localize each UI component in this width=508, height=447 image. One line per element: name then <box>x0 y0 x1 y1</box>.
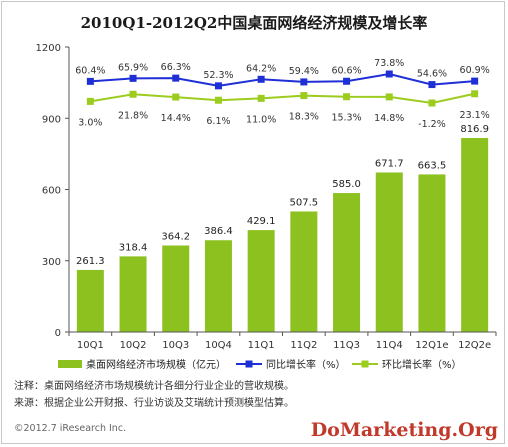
yoy-rate-value-label: 60.9% <box>460 65 490 76</box>
bar-series: 261.3 318.4 364.2 386.4 429.1 507.5 585.0 671.7… <box>76 124 489 332</box>
qoq-rate-value-label: 6.1% <box>206 116 230 127</box>
bar <box>119 256 147 332</box>
bar <box>247 230 275 332</box>
qoq-rate-marker <box>343 93 351 101</box>
qoq-rate-value-label: -1.2% <box>418 119 446 130</box>
qoq-rate-value-label: 11.0% <box>246 114 276 125</box>
x-tick-label: 10Q3 <box>162 340 189 351</box>
bar-value-label: 671.7 <box>375 158 404 169</box>
qoq-rate-marker <box>214 96 222 104</box>
qoq-rate-value-label: 3.0% <box>78 117 102 128</box>
yoy-rate-value-label: 64.2% <box>246 63 276 74</box>
x-tick-label: 10Q4 <box>205 340 232 351</box>
y-axis: 0 300 600 900 1200 <box>36 43 70 339</box>
x-tick-label: 12Q1e <box>415 340 448 351</box>
legend-swatch-bar <box>58 360 82 368</box>
legend-label-qoq: 环比增长率（%） <box>382 358 462 371</box>
qoq-rate-marker <box>172 93 180 101</box>
bar <box>333 193 361 332</box>
legend-label-yoy: 同比增长率（%） <box>266 358 346 371</box>
chart-title: 2010Q1-2012Q2中国桌面网络经济规模及增长率 <box>81 14 428 32</box>
x-tick-label: 12Q2e <box>458 340 491 351</box>
bar-value-label: 585.0 <box>332 179 361 190</box>
qoq-rate-marker <box>428 99 436 107</box>
bar-value-label: 318.4 <box>119 242 148 253</box>
bar <box>204 240 232 332</box>
x-tick-label: 11Q2 <box>290 340 317 351</box>
y-tick-label: 1200 <box>36 43 61 54</box>
yoy-rate-value-label: 60.4% <box>75 65 105 76</box>
qoq-rate-marker <box>86 97 94 105</box>
legend-label-bar: 桌面网络经济市场规模（亿元） <box>86 358 226 371</box>
yoy-rate-marker <box>257 75 265 83</box>
legend: 桌面网络经济市场规模（亿元） 同比增长率（%） 环比增长率（%） <box>58 358 462 371</box>
yoy-rate-marker <box>86 77 94 85</box>
yoy-rate-value-label: 60.6% <box>331 65 361 76</box>
y-tick-label: 0 <box>55 328 61 339</box>
qoq-rate-value-label: 18.3% <box>289 112 319 123</box>
qoq-rate-marker <box>129 90 137 98</box>
bar-value-label: 663.5 <box>418 160 447 171</box>
qoq-rate-marker <box>471 90 479 98</box>
bar-value-label: 816.9 <box>460 124 489 135</box>
x-tick-label: 11Q1 <box>248 340 275 351</box>
bar <box>290 211 318 332</box>
qoq-rate-marker <box>385 93 393 101</box>
yoy-rate-value-label: 54.6% <box>417 69 447 80</box>
bar-value-label: 507.5 <box>290 197 319 208</box>
yoy-rate-marker <box>471 77 479 85</box>
qoq-rate-value-label: 23.1% <box>460 110 490 121</box>
qoq-rate-line <box>90 92 475 105</box>
x-tick-label: 10Q2 <box>120 340 147 351</box>
y-tick-label: 600 <box>42 186 61 197</box>
line-series: 60.4% 65.9% 66.3% 52.3% 64.2% 59.4% 60.6% 73.8%… <box>75 58 489 130</box>
yoy-rate-value-label: 59.4% <box>289 66 319 77</box>
yoy-rate-value-label: 73.8% <box>374 58 404 69</box>
bar <box>461 137 489 332</box>
legend-marker-yoy <box>245 360 253 368</box>
bar-value-label: 364.2 <box>161 232 190 243</box>
yoy-rate-line <box>90 72 475 87</box>
x-tick-label: 11Q4 <box>376 340 403 351</box>
note-text: 注释：桌面网络经济市场规模统计各细分行业企业的营收规模。 <box>14 379 294 392</box>
qoq-rate-value-label: 21.8% <box>118 110 148 121</box>
bar-value-label: 429.1 <box>247 216 276 227</box>
bar-value-label: 386.4 <box>204 226 233 237</box>
yoy-rate-marker <box>172 74 180 82</box>
yoy-rate-marker <box>300 78 308 86</box>
bar-value-label: 261.3 <box>76 256 105 267</box>
qoq-rate-value-label: 15.3% <box>331 113 361 124</box>
yoy-rate-value-label: 52.3% <box>203 70 233 81</box>
y-tick-label: 900 <box>42 114 61 125</box>
x-axis: 10Q1 10Q2 10Q3 10Q4 11Q1 11Q2 11Q3 11Q4 12Q1e 12Q… <box>68 331 497 351</box>
bar <box>76 269 104 332</box>
y-tick-label: 300 <box>42 257 61 268</box>
x-tick-label: 10Q1 <box>77 340 104 351</box>
watermark-text: DoMarketing.Org <box>311 419 498 441</box>
legend-marker-qoq <box>361 360 369 368</box>
source-text: 来源：根据企业公开财报、行业访谈及艾瑞统计预测模型估算。 <box>14 396 294 409</box>
bar <box>375 172 403 332</box>
yoy-rate-marker <box>385 70 393 78</box>
yoy-rate-value-label: 65.9% <box>118 62 148 73</box>
qoq-rate-value-label: 14.8% <box>374 113 404 124</box>
bar <box>418 174 446 332</box>
x-tick-label: 11Q3 <box>333 340 360 351</box>
copyright-text: ©2012.7 iResearch Inc. <box>14 423 126 434</box>
yoy-rate-marker <box>428 81 436 89</box>
bar <box>162 245 190 332</box>
yoy-rate-marker <box>343 77 351 85</box>
yoy-rate-value-label: 66.3% <box>161 62 191 73</box>
qoq-rate-marker <box>300 92 308 100</box>
yoy-rate-marker <box>129 74 137 82</box>
qoq-rate-value-label: 14.4% <box>161 113 191 124</box>
yoy-rate-marker <box>214 82 222 90</box>
qoq-rate-marker <box>257 94 265 102</box>
